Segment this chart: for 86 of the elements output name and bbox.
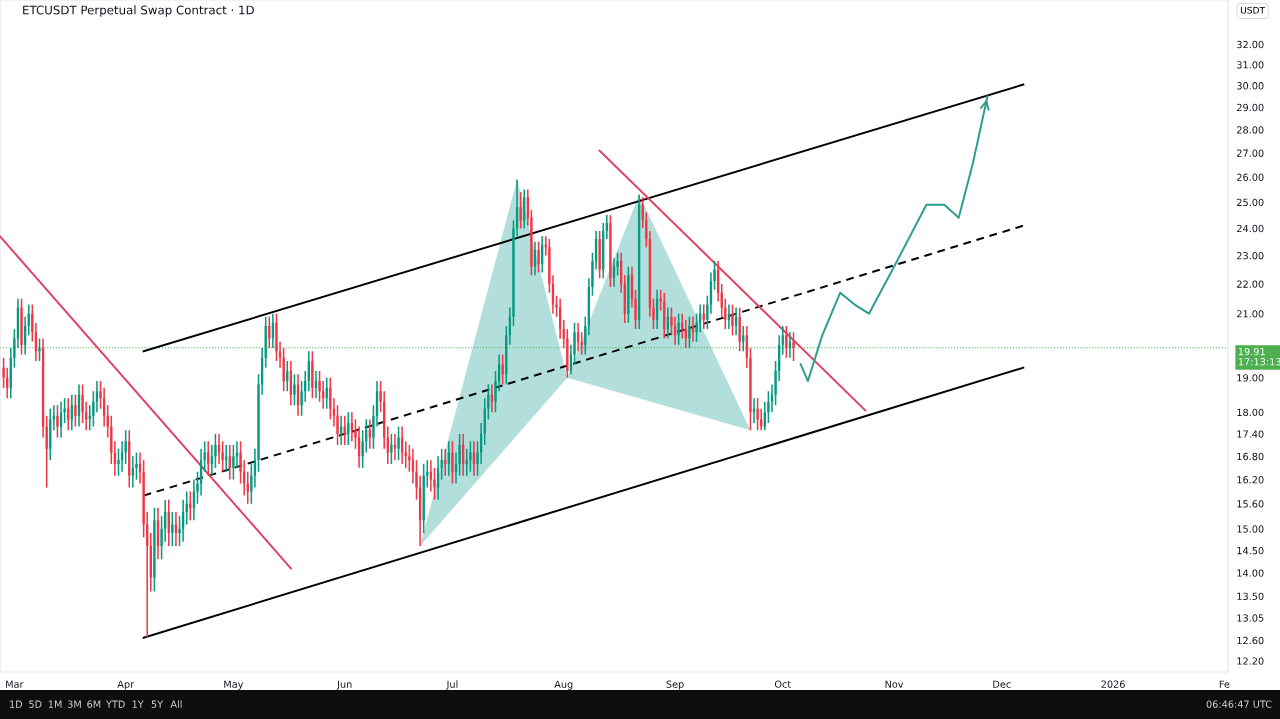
x-tick-label: Mar <box>6 680 24 688</box>
text: 1Y <box>132 700 144 708</box>
text: 17:13:13 <box>1238 358 1280 366</box>
candlestick <box>95 380 99 413</box>
candlestick <box>451 440 454 485</box>
candlestick <box>684 319 687 349</box>
y-tick-label: 16.20 <box>1237 476 1264 484</box>
y-tick-label: 17.40 <box>1237 430 1264 438</box>
candlestick <box>153 507 156 593</box>
candlestick <box>598 230 601 279</box>
candlestick <box>576 322 580 353</box>
y-tick-label: 28.00 <box>1237 126 1264 134</box>
text: 5D <box>29 700 42 708</box>
y-tick-label: 21.00 <box>1237 310 1264 318</box>
line-series <box>799 95 989 383</box>
candlestick <box>20 297 23 356</box>
candlestick <box>268 315 271 349</box>
y-tick-label: 15.60 <box>1237 500 1264 508</box>
candlestick <box>792 331 795 362</box>
candlestick <box>742 325 745 353</box>
text: 1M <box>48 700 62 708</box>
y-tick-label: 31.00 <box>1237 61 1264 69</box>
candlestick <box>677 312 680 346</box>
text: YTD <box>105 700 125 708</box>
candlestick <box>781 325 784 356</box>
y-tick-label: 16.80 <box>1237 452 1264 461</box>
candlestick <box>519 191 522 230</box>
y-tick-label: 14.50 <box>1237 546 1264 555</box>
x-tick-label: Dec <box>993 680 1011 688</box>
candlestick <box>171 511 174 547</box>
y-tick-label: 12.60 <box>1237 636 1264 645</box>
candlestick <box>74 393 77 428</box>
candlestick <box>627 265 630 324</box>
text: 6M <box>87 700 101 708</box>
chart-title: ETCUSDT Perpetual Swap Contract · 1D <box>23 5 254 17</box>
candlestick <box>390 433 393 465</box>
candlestick <box>760 407 763 432</box>
y-tick-label: 14.00 <box>1237 569 1264 577</box>
candlestick <box>232 444 235 481</box>
text: All <box>170 700 182 708</box>
y-tick-label: 24.00 <box>1237 224 1264 233</box>
text: 06:46:47 UTC <box>1206 700 1272 708</box>
candlestick <box>562 319 565 349</box>
candlestick <box>56 404 59 439</box>
x-tick-label: Oct <box>774 680 791 688</box>
y-tick-label: 32.00 <box>1237 40 1264 49</box>
x-tick-label: 2026 <box>1101 680 1125 688</box>
candlestick <box>688 315 691 349</box>
x-tick-label: Apr <box>117 680 135 690</box>
candlestick <box>124 429 127 465</box>
y-tick-label: 18.00 <box>1237 408 1264 417</box>
text: 1D <box>10 700 23 708</box>
y-tick-label: 29.00 <box>1237 103 1264 112</box>
text: 3M <box>67 700 81 708</box>
candlestick <box>311 350 314 399</box>
x-tick-label: May <box>224 680 244 690</box>
y-tick-label: 27.00 <box>1237 149 1264 157</box>
x-tick-label: Nov <box>885 680 904 688</box>
candlestick <box>785 325 788 359</box>
y-tick-label: 22.00 <box>1237 280 1264 288</box>
y-tick-label: 19.00 <box>1237 374 1264 382</box>
candlestick <box>469 440 472 473</box>
candlestick <box>756 397 759 432</box>
candlestick <box>38 337 41 362</box>
ref-line-label: 19.91 <box>1238 347 1265 356</box>
y-tick-label: 23.00 <box>1237 251 1264 260</box>
y-tick-label: 30.00 <box>1237 82 1264 90</box>
x-tick-label: Aug <box>554 680 573 690</box>
candlestick <box>397 425 400 461</box>
x-tick-label: Fe <box>1219 680 1230 688</box>
candlestick <box>731 303 734 337</box>
y-tick-label: 13.05 <box>1237 614 1264 622</box>
y-tick-label: 25.00 <box>1237 198 1264 207</box>
x-tick-label: Jun <box>336 680 352 690</box>
x-tick-label: Jul <box>446 680 458 690</box>
y-tick-label: 26.00 <box>1237 173 1264 181</box>
y-tick-label: 12.20 <box>1237 657 1264 665</box>
y-tick-label: 15.00 <box>1237 525 1264 533</box>
candlestick <box>368 418 371 450</box>
text: USDT <box>1240 6 1266 14</box>
candlestick <box>537 241 540 274</box>
candlestick <box>293 373 296 406</box>
x-tick-label: Sep <box>666 680 684 690</box>
candlestick <box>609 214 612 288</box>
y-tick-label: 13.50 <box>1237 592 1264 600</box>
text: 5Y <box>151 700 164 708</box>
